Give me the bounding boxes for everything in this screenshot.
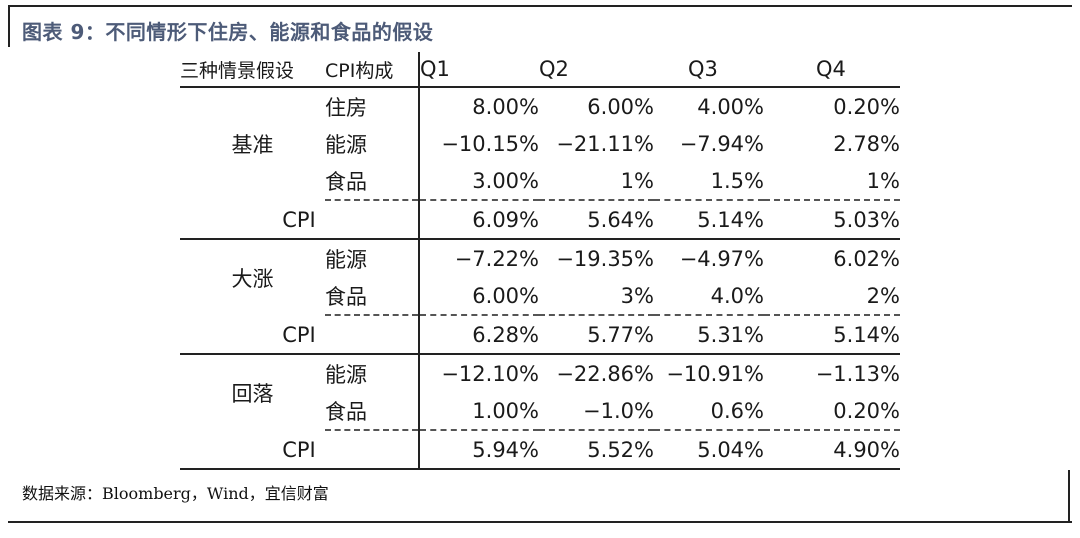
- value-cell: 3%: [539, 277, 654, 316]
- header-scenario: 三种情景假设: [180, 52, 325, 88]
- value-cell: 1%: [764, 162, 900, 201]
- cpi-value: 4.90%: [764, 430, 900, 470]
- cpi-value: 5.03%: [764, 200, 900, 240]
- value-cell: 1%: [539, 162, 654, 201]
- scenario-label: 基准: [231, 133, 274, 157]
- cpi-value: 5.77%: [539, 315, 654, 355]
- table-row: 食品 1.00% −1.0% 0.6% 0.20%: [180, 392, 900, 431]
- value-cell: 0.20%: [764, 392, 900, 431]
- value-cell: −1.13%: [815, 361, 900, 386]
- component-label: 食品: [325, 162, 420, 201]
- value-cell: 2.78%: [833, 131, 900, 156]
- value-cell: −4.97%: [679, 246, 764, 271]
- table-row: 基准 住房 8.00% 6.00% 4.00% 0.20%: [180, 87, 900, 157]
- frame-left-rule: [8, 5, 10, 47]
- value-cell: −10.91%: [666, 361, 764, 386]
- value-cell: 6.02%: [833, 246, 900, 271]
- figure-title: 图表 9：不同情形下住房、能源和食品的假设: [22, 20, 434, 44]
- value-cell: −19.35%: [556, 246, 654, 271]
- component-label: 住房: [325, 87, 420, 125]
- scenario-label: 回落: [231, 381, 274, 406]
- value-cell: 0.20%: [833, 94, 900, 119]
- cpi-label: CPI: [180, 430, 420, 470]
- table-row: 回落 能源 −12.10% −22.86% −10.91% −1.13%: [180, 354, 900, 406]
- value-cell: 6.00%: [587, 94, 654, 119]
- cpi-value: 5.94%: [419, 430, 539, 470]
- cpi-label: CPI: [180, 315, 420, 355]
- source-note: 数据来源：Bloomberg，Wind，宜信财富: [22, 484, 329, 503]
- frame-right-rule: [1068, 470, 1070, 522]
- cpi-value: 6.28%: [419, 315, 539, 355]
- header-q1: Q1: [419, 52, 539, 88]
- value-cell: −22.86%: [556, 361, 654, 386]
- frame-bottom-rule: [8, 521, 1072, 523]
- component-label: 能源: [325, 354, 420, 392]
- value-cell: −10.15%: [441, 131, 539, 156]
- value-cell: 3.00%: [419, 162, 539, 201]
- cpi-value: 5.64%: [539, 200, 654, 240]
- value-cell: 0.6%: [654, 392, 764, 431]
- cpi-value: 5.14%: [654, 200, 764, 240]
- cpi-row: CPI 6.09% 5.64% 5.14% 5.03%: [180, 200, 900, 240]
- component-label: 能源: [325, 125, 420, 162]
- header-row: 三种情景假设 CPI构成 Q1 Q2 Q3 Q4: [180, 52, 900, 88]
- cpi-value: 5.04%: [654, 430, 764, 470]
- cpi-label: CPI: [180, 200, 420, 240]
- value-cell: −1.0%: [539, 392, 654, 431]
- value-cell: 1.00%: [419, 392, 539, 431]
- header-component: CPI构成: [325, 52, 420, 88]
- cpi-row: CPI 6.28% 5.77% 5.31% 5.14%: [180, 315, 900, 355]
- header-q2: Q2: [539, 52, 654, 88]
- value-cell: 4.0%: [654, 277, 764, 316]
- cpi-row: CPI 5.94% 5.52% 5.04% 4.90%: [180, 430, 900, 470]
- value-cell: 8.00%: [472, 94, 539, 119]
- cpi-value: 6.09%: [419, 200, 539, 240]
- value-cell: 4.00%: [697, 94, 764, 119]
- component-label: 食品: [325, 392, 420, 431]
- value-cell: −7.22%: [454, 246, 539, 271]
- value-cell: 6.00%: [419, 277, 539, 316]
- value-cell: 2%: [764, 277, 900, 316]
- cpi-value: 5.31%: [654, 315, 764, 355]
- cpi-assumption-table: 三种情景假设 CPI构成 Q1 Q2 Q3 Q4 基准 住房 8.00% 6.0…: [180, 52, 900, 470]
- header-q4: Q4: [764, 52, 900, 88]
- cpi-value: 5.52%: [539, 430, 654, 470]
- scenario-label: 大涨: [231, 266, 274, 291]
- header-q3: Q3: [654, 52, 764, 88]
- table-row: 大涨 能源 −7.22% −19.35% −4.97% 6.02%: [180, 239, 900, 291]
- value-cell: −7.94%: [679, 131, 764, 156]
- table-row: 食品 6.00% 3% 4.0% 2%: [180, 277, 900, 316]
- component-label: 食品: [325, 277, 420, 316]
- component-label: 能源: [325, 239, 420, 277]
- table-row: 食品 3.00% 1% 1.5% 1%: [180, 162, 900, 201]
- frame-top-rule: [8, 5, 1072, 7]
- value-cell: −12.10%: [441, 361, 539, 386]
- table-row: 能源 −10.15% −21.11% −7.94% 2.78%: [180, 125, 900, 162]
- cpi-value: 5.14%: [764, 315, 900, 355]
- value-cell: −21.11%: [556, 131, 654, 156]
- value-cell: 1.5%: [654, 162, 764, 201]
